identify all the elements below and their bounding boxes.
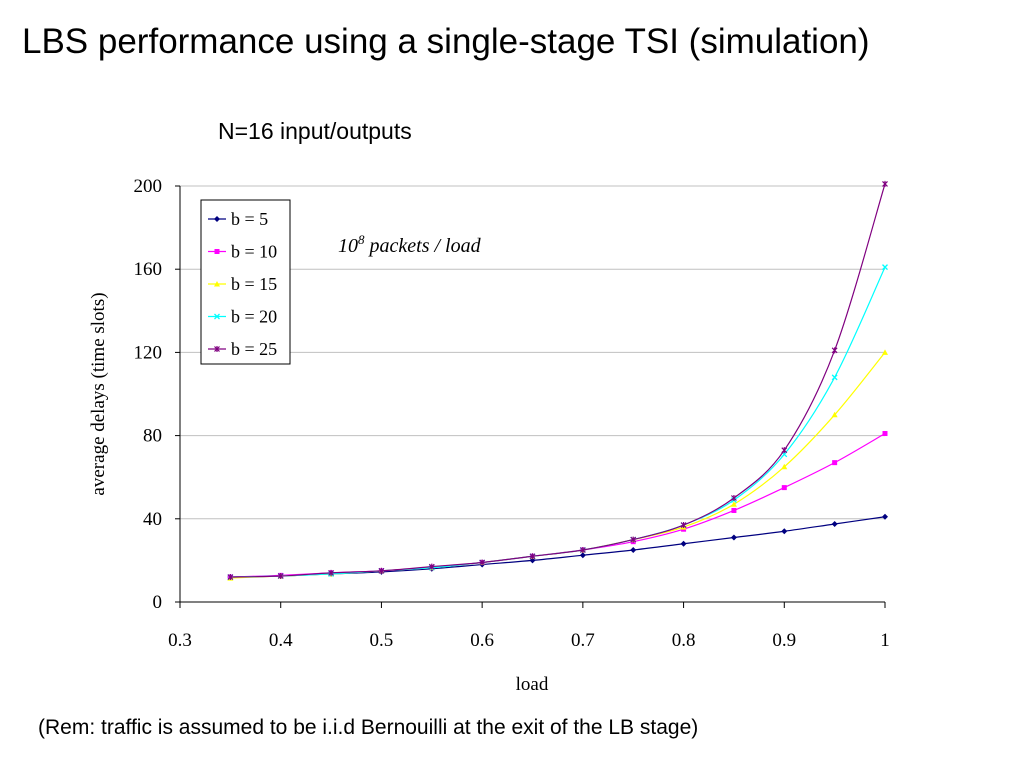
data-point: [378, 567, 385, 574]
annotation-text: packets / load: [365, 235, 482, 257]
series-line: [230, 352, 886, 579]
data-point: [831, 374, 838, 381]
data-point: [479, 559, 486, 566]
data-point: [882, 349, 888, 355]
chart-title: N=16 input/outputs: [218, 118, 412, 144]
data-point: [730, 501, 737, 507]
legend-label: b = 25: [231, 339, 277, 359]
series-line: [230, 516, 886, 578]
y-tick-label: 120: [134, 342, 163, 363]
series-line: [230, 183, 886, 578]
data-point: [882, 513, 888, 520]
x-tick-label: 0.6: [470, 630, 494, 651]
legend-box: [200, 199, 291, 365]
series-4: [227, 264, 888, 580]
x-tick-label: 1: [880, 630, 890, 651]
legend-marker: [214, 346, 220, 352]
y-tick-label: 160: [134, 259, 163, 280]
data-point: [882, 180, 888, 187]
x-tick-label: 0.4: [269, 630, 293, 651]
x-tick-label: 0.5: [370, 630, 394, 651]
x-tick-labels: 0.3 0.4 0.5 0.6 0.7 0.8 0.9 1: [168, 630, 890, 651]
chart-annotation: 108 packets / load: [338, 232, 482, 257]
legend-label: b = 20: [231, 307, 277, 327]
data-point: [781, 485, 787, 491]
legend-item: b = 10: [208, 242, 277, 262]
legend-item: b = 25: [208, 339, 277, 359]
legend-marker: [214, 249, 220, 254]
y-tick-labels: 0 40 80 120 160 200: [134, 176, 163, 613]
data-point: [781, 447, 788, 454]
data-point: [730, 534, 737, 541]
data-point: [579, 547, 586, 553]
series-1: [227, 513, 888, 581]
annotation-exponent: 8: [358, 232, 365, 247]
legend-marker: [214, 216, 220, 222]
data-point: [680, 540, 687, 547]
data-point: [731, 507, 737, 513]
data-point: [630, 547, 637, 553]
data-point: [529, 557, 536, 564]
data-point: [831, 521, 838, 527]
x-tick-label: 0.7: [571, 630, 595, 651]
footnote: (Rem: traffic is assumed to be i.i.d Ber…: [38, 716, 699, 739]
series-line: [230, 433, 886, 578]
series-3: [227, 349, 888, 581]
y-tick-label: 80: [143, 426, 162, 447]
y-axis-label: average delays (time slots): [88, 292, 109, 495]
data-point: [680, 522, 687, 529]
legend-item: b = 5: [208, 209, 268, 229]
y-tick-label: 200: [134, 176, 163, 197]
legend-marker: [214, 313, 220, 320]
legend-item: b = 20: [208, 307, 277, 327]
series-5: [227, 180, 888, 581]
legend: b = 5 b = 10 b = 15 b = 20 b = 25: [200, 199, 291, 365]
slide-title: LBS performance using a single-stage TSI…: [22, 22, 870, 61]
data-point: [579, 552, 586, 559]
axes: [175, 185, 886, 608]
data-point: [529, 553, 536, 560]
y-tick-label: 0: [153, 592, 163, 613]
data-point: [781, 463, 788, 470]
legend-label: b = 5: [231, 209, 268, 229]
data-point: [630, 536, 637, 543]
data-point: [227, 574, 234, 581]
series-layer: [227, 180, 888, 581]
data-point: [428, 563, 435, 570]
data-point: [277, 573, 284, 579]
legend-label: b = 15: [231, 274, 277, 294]
data-point: [832, 460, 838, 466]
y-tick-label: 40: [143, 509, 162, 530]
annotation-base: 10: [338, 235, 358, 257]
legend-label: b = 10: [231, 242, 277, 262]
data-point: [882, 431, 888, 437]
x-axis-label: load: [516, 674, 549, 695]
gridlines: [180, 185, 885, 520]
x-tick-label: 0.8: [672, 630, 696, 651]
x-tick-label: 0.3: [168, 630, 192, 651]
data-point: [328, 569, 334, 576]
data-point: [831, 347, 838, 354]
data-point: [831, 411, 838, 418]
data-point: [731, 495, 737, 501]
data-point: [882, 264, 888, 271]
x-tick-label: 0.9: [772, 630, 796, 651]
legend-marker: [214, 281, 220, 287]
legend-item: b = 15: [208, 274, 277, 294]
data-point: [781, 528, 788, 535]
